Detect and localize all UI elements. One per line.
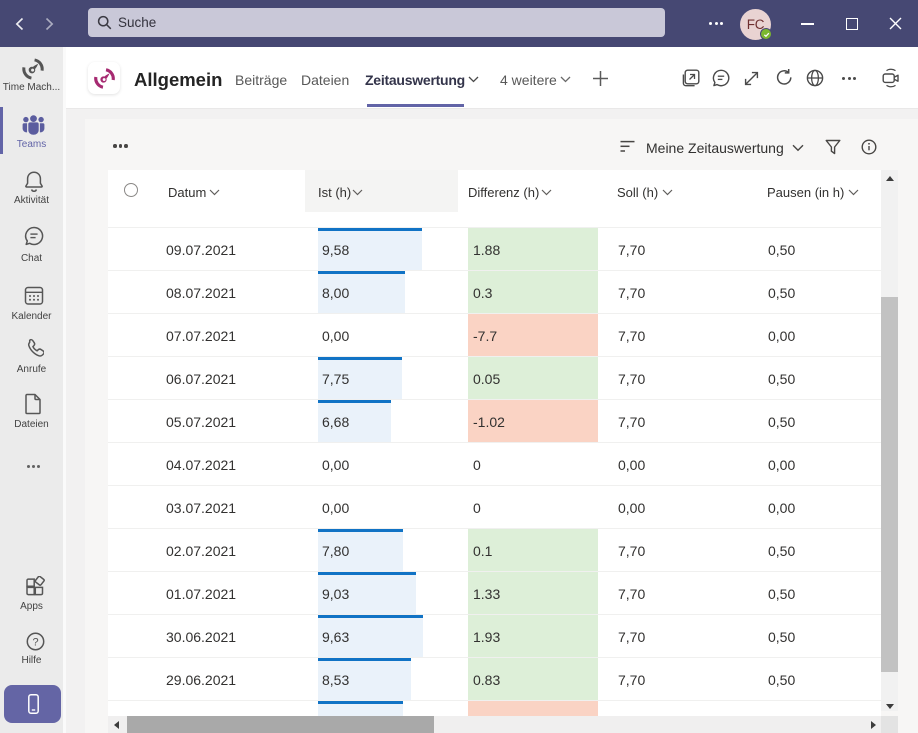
- svg-text:?: ?: [32, 636, 38, 648]
